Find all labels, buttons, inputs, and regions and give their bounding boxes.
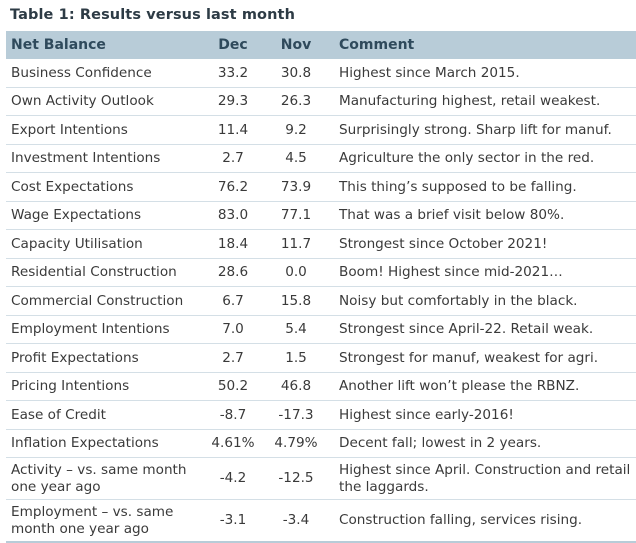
dec-value: 50.2 xyxy=(202,372,264,401)
table-row: Capacity Utilisation 18.4 11.7 Strongest… xyxy=(6,229,636,259)
table-row: Pricing Intentions 50.2 46.8 Another lif… xyxy=(6,372,636,401)
row-label: Investment Intentions xyxy=(6,144,202,173)
comment: Boom! Highest since mid-2021… xyxy=(328,258,636,287)
table-row: Residential Construction 28.6 0.0 Boom! … xyxy=(6,258,636,287)
table-title: Table 1: Results versus last month xyxy=(10,7,295,23)
table-row: Cost Expectations 76.2 73.9 This thing’s… xyxy=(6,172,636,202)
row-label: Pricing Intentions xyxy=(6,372,202,401)
table-body: Business Confidence 33.2 30.8 Highest si… xyxy=(6,59,636,543)
nov-value: 9.2 xyxy=(264,115,328,145)
dec-value: 7.0 xyxy=(202,315,264,344)
comment: Highest since early-2016! xyxy=(328,400,636,430)
comment: This thing’s supposed to be falling. xyxy=(328,172,636,202)
comment: Manufacturing highest, retail weakest. xyxy=(328,87,636,116)
results-table: Net Balance Dec Nov Comment Business Con… xyxy=(6,31,636,543)
nov-value: 77.1 xyxy=(264,201,328,230)
dec-value: 83.0 xyxy=(202,201,264,230)
table-row: Activity – vs. same month one year ago -… xyxy=(6,457,636,500)
table-row: Employment – vs. same month one year ago… xyxy=(6,499,636,543)
comment: Decent fall; lowest in 2 years. xyxy=(328,429,636,458)
dec-value: -3.1 xyxy=(202,499,264,543)
nov-value: -12.5 xyxy=(264,457,328,500)
dec-value: 28.6 xyxy=(202,258,264,287)
nov-value: -3.4 xyxy=(264,499,328,543)
row-label: Export Intentions xyxy=(6,115,202,145)
row-label: Employment – vs. same month one year ago xyxy=(6,499,202,543)
comment: Highest since March 2015. xyxy=(328,59,636,88)
table-row: Commercial Construction 6.7 15.8 Noisy b… xyxy=(6,286,636,316)
comment: Another lift won’t please the RBNZ. xyxy=(328,372,636,401)
table-row: Wage Expectations 83.0 77.1 That was a b… xyxy=(6,201,636,230)
nov-value: 46.8 xyxy=(264,372,328,401)
row-label: Activity – vs. same month one year ago xyxy=(6,457,202,500)
table-row: Profit Expectations 2.7 1.5 Strongest fo… xyxy=(6,343,636,373)
header-net-balance: Net Balance xyxy=(6,31,202,59)
nov-value: -17.3 xyxy=(264,400,328,430)
row-label: Profit Expectations xyxy=(6,343,202,373)
table-row: Business Confidence 33.2 30.8 Highest si… xyxy=(6,59,636,88)
comment: Surprisingly strong. Sharp lift for manu… xyxy=(328,115,636,145)
row-label: Ease of Credit xyxy=(6,400,202,430)
dec-value: 11.4 xyxy=(202,115,264,145)
dec-value: 4.61% xyxy=(202,429,264,458)
dec-value: 29.3 xyxy=(202,87,264,116)
dec-value: 2.7 xyxy=(202,144,264,173)
dec-value: -8.7 xyxy=(202,400,264,430)
row-label: Capacity Utilisation xyxy=(6,229,202,259)
header-dec: Dec xyxy=(202,31,264,59)
row-label: Cost Expectations xyxy=(6,172,202,202)
header-comment: Comment xyxy=(328,31,636,59)
nov-value: 4.79% xyxy=(264,429,328,458)
nov-value: 15.8 xyxy=(264,286,328,316)
table-row: Employment Intentions 7.0 5.4 Strongest … xyxy=(6,315,636,344)
comment: Highest since April. Construction and re… xyxy=(328,457,636,500)
row-label: Inflation Expectations xyxy=(6,429,202,458)
table-row: Export Intentions 11.4 9.2 Surprisingly … xyxy=(6,115,636,145)
comment: That was a brief visit below 80%. xyxy=(328,201,636,230)
dec-value: 76.2 xyxy=(202,172,264,202)
row-label: Own Activity Outlook xyxy=(6,87,202,116)
comment: Strongest since October 2021! xyxy=(328,229,636,259)
nov-value: 11.7 xyxy=(264,229,328,259)
dec-value: 18.4 xyxy=(202,229,264,259)
nov-value: 73.9 xyxy=(264,172,328,202)
comment: Strongest for manuf, weakest for agri. xyxy=(328,343,636,373)
nov-value: 26.3 xyxy=(264,87,328,116)
dec-value: -4.2 xyxy=(202,457,264,500)
dec-value: 6.7 xyxy=(202,286,264,316)
table-row: Inflation Expectations 4.61% 4.79% Decen… xyxy=(6,429,636,458)
header-row: Net Balance Dec Nov Comment xyxy=(6,31,636,59)
row-label: Business Confidence xyxy=(6,59,202,88)
comment: Construction falling, services rising. xyxy=(328,499,636,543)
table-row: Ease of Credit -8.7 -17.3 Highest since … xyxy=(6,400,636,430)
comment: Strongest since April-22. Retail weak. xyxy=(328,315,636,344)
nov-value: 1.5 xyxy=(264,343,328,373)
row-label: Wage Expectations xyxy=(6,201,202,230)
nov-value: 0.0 xyxy=(264,258,328,287)
table-row: Own Activity Outlook 29.3 26.3 Manufactu… xyxy=(6,87,636,116)
dec-value: 2.7 xyxy=(202,343,264,373)
nov-value: 4.5 xyxy=(264,144,328,173)
header-nov: Nov xyxy=(264,31,328,59)
dec-value: 33.2 xyxy=(202,59,264,88)
row-label: Employment Intentions xyxy=(6,315,202,344)
row-label: Residential Construction xyxy=(6,258,202,287)
table-row: Investment Intentions 2.7 4.5 Agricultur… xyxy=(6,144,636,173)
nov-value: 5.4 xyxy=(264,315,328,344)
comment: Agriculture the only sector in the red. xyxy=(328,144,636,173)
row-label: Commercial Construction xyxy=(6,286,202,316)
comment: Noisy but comfortably in the black. xyxy=(328,286,636,316)
nov-value: 30.8 xyxy=(264,59,328,88)
table-header: Net Balance Dec Nov Comment xyxy=(6,31,636,59)
